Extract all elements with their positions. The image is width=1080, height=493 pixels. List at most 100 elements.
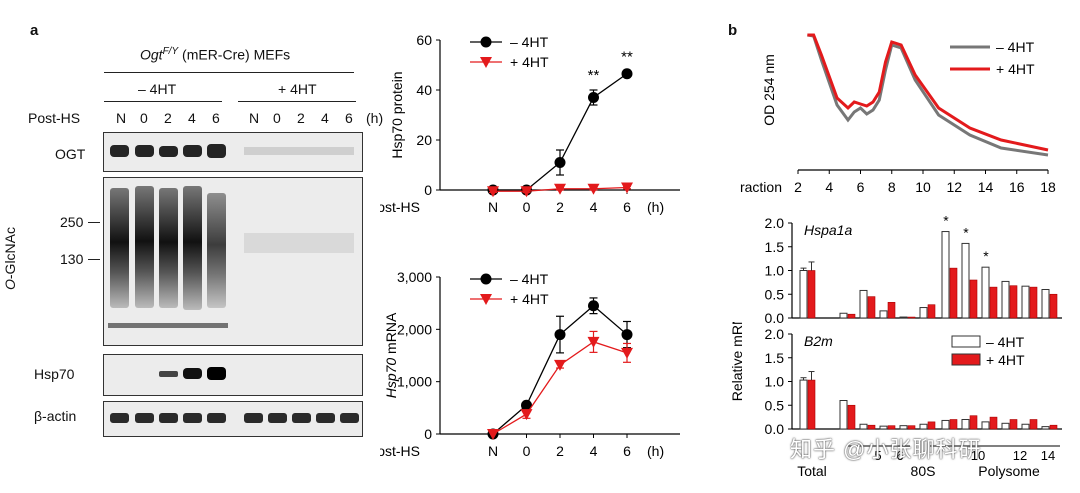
- y-tick-label: 40: [416, 82, 432, 98]
- x-tick-label: 12: [1013, 448, 1027, 463]
- x-group-label: Total: [797, 463, 827, 479]
- lane-label: N: [116, 110, 127, 126]
- chart-polysome-profile: 2 4 6 8 10 12 14 16 18 Fraction OD 254 nm – 4HT + 4H…: [740, 33, 1056, 195]
- lane-label: 4: [188, 110, 196, 126]
- bar-plus-4ht: [907, 425, 916, 430]
- significance-mark: *: [943, 213, 949, 229]
- x-tick-label: 14: [1041, 448, 1055, 463]
- data-point: [554, 329, 566, 341]
- bar-plus-4ht: [1029, 286, 1038, 319]
- group-minus-label: – 4HT: [138, 81, 177, 97]
- lane-label: 0: [140, 110, 148, 126]
- blot-actin: [103, 401, 363, 437]
- chart-hsp70-mrna: 0 1,000 2,000 3,000 N 0 2 4 6 Post-HS (h) Hsp70 mRN…: [380, 269, 680, 459]
- x-tick-label: 4: [825, 179, 833, 195]
- gene-label: B2m: [804, 333, 833, 349]
- data-point: [588, 92, 599, 103]
- y-tick-label: 0.5: [765, 397, 785, 413]
- y-tick-label: 1.0: [765, 374, 785, 390]
- bar-minus-4ht: [919, 423, 928, 430]
- y-axis-label: OD 254 nm: [761, 54, 777, 126]
- y-tick-label: 1.0: [765, 263, 785, 279]
- blot-oglcnac-smear: [108, 186, 354, 328]
- bar-plus-4ht: [927, 421, 936, 430]
- blot-ogt: [103, 132, 363, 172]
- data-point: [554, 359, 566, 371]
- lane-unit: (h): [366, 110, 384, 126]
- mw-130: 130: [60, 251, 84, 267]
- y-axis-label: Hsp70 mRNA: [383, 312, 399, 398]
- legend-marker: [480, 294, 492, 305]
- bar-plus-4ht: [907, 316, 916, 319]
- legend-marker: [480, 36, 492, 48]
- legend-marker: [480, 273, 492, 285]
- data-point: [621, 329, 633, 341]
- lane-label: 2: [297, 110, 305, 126]
- lane-label: 6: [345, 110, 353, 126]
- bar-minus-4ht: [1041, 289, 1050, 319]
- bar-plus-4ht: [949, 419, 958, 430]
- significance-mark: *: [983, 248, 989, 264]
- group-minus-line: [104, 101, 222, 102]
- bar-minus-4ht: [1021, 285, 1030, 319]
- x-unit-label: (h): [647, 443, 664, 459]
- y-label-italic: Hsp70: [383, 358, 399, 399]
- x-tick-label: 4: [590, 443, 598, 459]
- x-tick-label: 10: [915, 179, 931, 195]
- lane-labels: N 0 2 4 6 N 0 2 4 6 (h): [104, 110, 394, 128]
- profile-trace: [807, 33, 1049, 157]
- bar-minus-4ht: [1001, 280, 1010, 319]
- bar-plus-4ht: [1009, 285, 1018, 319]
- blot-actin-bands: [110, 413, 359, 423]
- bar-plus-4ht: [1049, 424, 1058, 430]
- y-tick-label: 0: [424, 426, 432, 442]
- data-point: [487, 186, 499, 198]
- data-point: [587, 336, 600, 348]
- bar-minus-4ht: [879, 310, 888, 319]
- chart-hspa1a-bars: 0.0 0.5 1.0 1.5 2.0 Hspa1a * * *: [765, 213, 1062, 326]
- header-line: [104, 72, 354, 73]
- bar-plus-4ht: [1049, 293, 1058, 319]
- bar-minus-4ht: [859, 423, 868, 430]
- x-tick-label: 10: [971, 448, 985, 463]
- x-group-label: Polysome: [978, 463, 1040, 479]
- post-hs-label: Post-HS: [28, 110, 81, 126]
- data-point: [521, 399, 532, 411]
- x-axis-label: Post-HS: [380, 443, 420, 459]
- oglcnac-o: O: [2, 279, 18, 290]
- bar-plus-4ht: [807, 379, 816, 430]
- data-point: [520, 409, 533, 421]
- bar-minus-4ht: [799, 379, 808, 430]
- watermark: 知乎 @小张聊科研: [790, 437, 982, 462]
- x-axis-label: Fraction: [740, 179, 782, 195]
- blot-hsp70: [103, 354, 363, 396]
- bar-minus-4ht: [1041, 426, 1050, 430]
- bar-minus-4ht: [899, 316, 908, 319]
- bar-minus-4ht: [859, 289, 868, 319]
- data-point: [621, 347, 633, 359]
- x-tick-label: 6: [623, 443, 631, 459]
- legend-label: + 4HT: [986, 352, 1025, 368]
- ogt-genotype: Ogt: [140, 46, 163, 63]
- y-tick-label: 0.0: [765, 421, 785, 437]
- blot-oglcnac: [103, 177, 363, 346]
- y-tick-label: 0.5: [765, 286, 785, 302]
- series-line: [492, 341, 628, 435]
- lane-label: 4: [321, 110, 329, 126]
- x-tick-label: N: [488, 443, 498, 459]
- bar-plus-4ht: [847, 404, 856, 430]
- bar-plus-4ht: [867, 424, 876, 430]
- legend-label: + 4HT: [510, 54, 549, 70]
- blot-hsp70-bands: [159, 367, 226, 380]
- group-plus-label: + 4HT: [278, 81, 317, 97]
- y-tick-label: 2,000: [397, 321, 432, 337]
- bar-minus-4ht: [879, 425, 888, 430]
- panel-b-letter: b: [728, 22, 738, 39]
- y-tick-label: 1.5: [765, 350, 785, 366]
- bar-minus-4ht: [1001, 422, 1010, 430]
- ogt-genotype-sup: F/Y: [162, 46, 179, 57]
- lane-label: 6: [212, 110, 220, 126]
- significance-mark: *: [963, 224, 969, 240]
- x-tick-label: 8: [888, 179, 896, 195]
- x-unit-label: (h): [647, 199, 664, 215]
